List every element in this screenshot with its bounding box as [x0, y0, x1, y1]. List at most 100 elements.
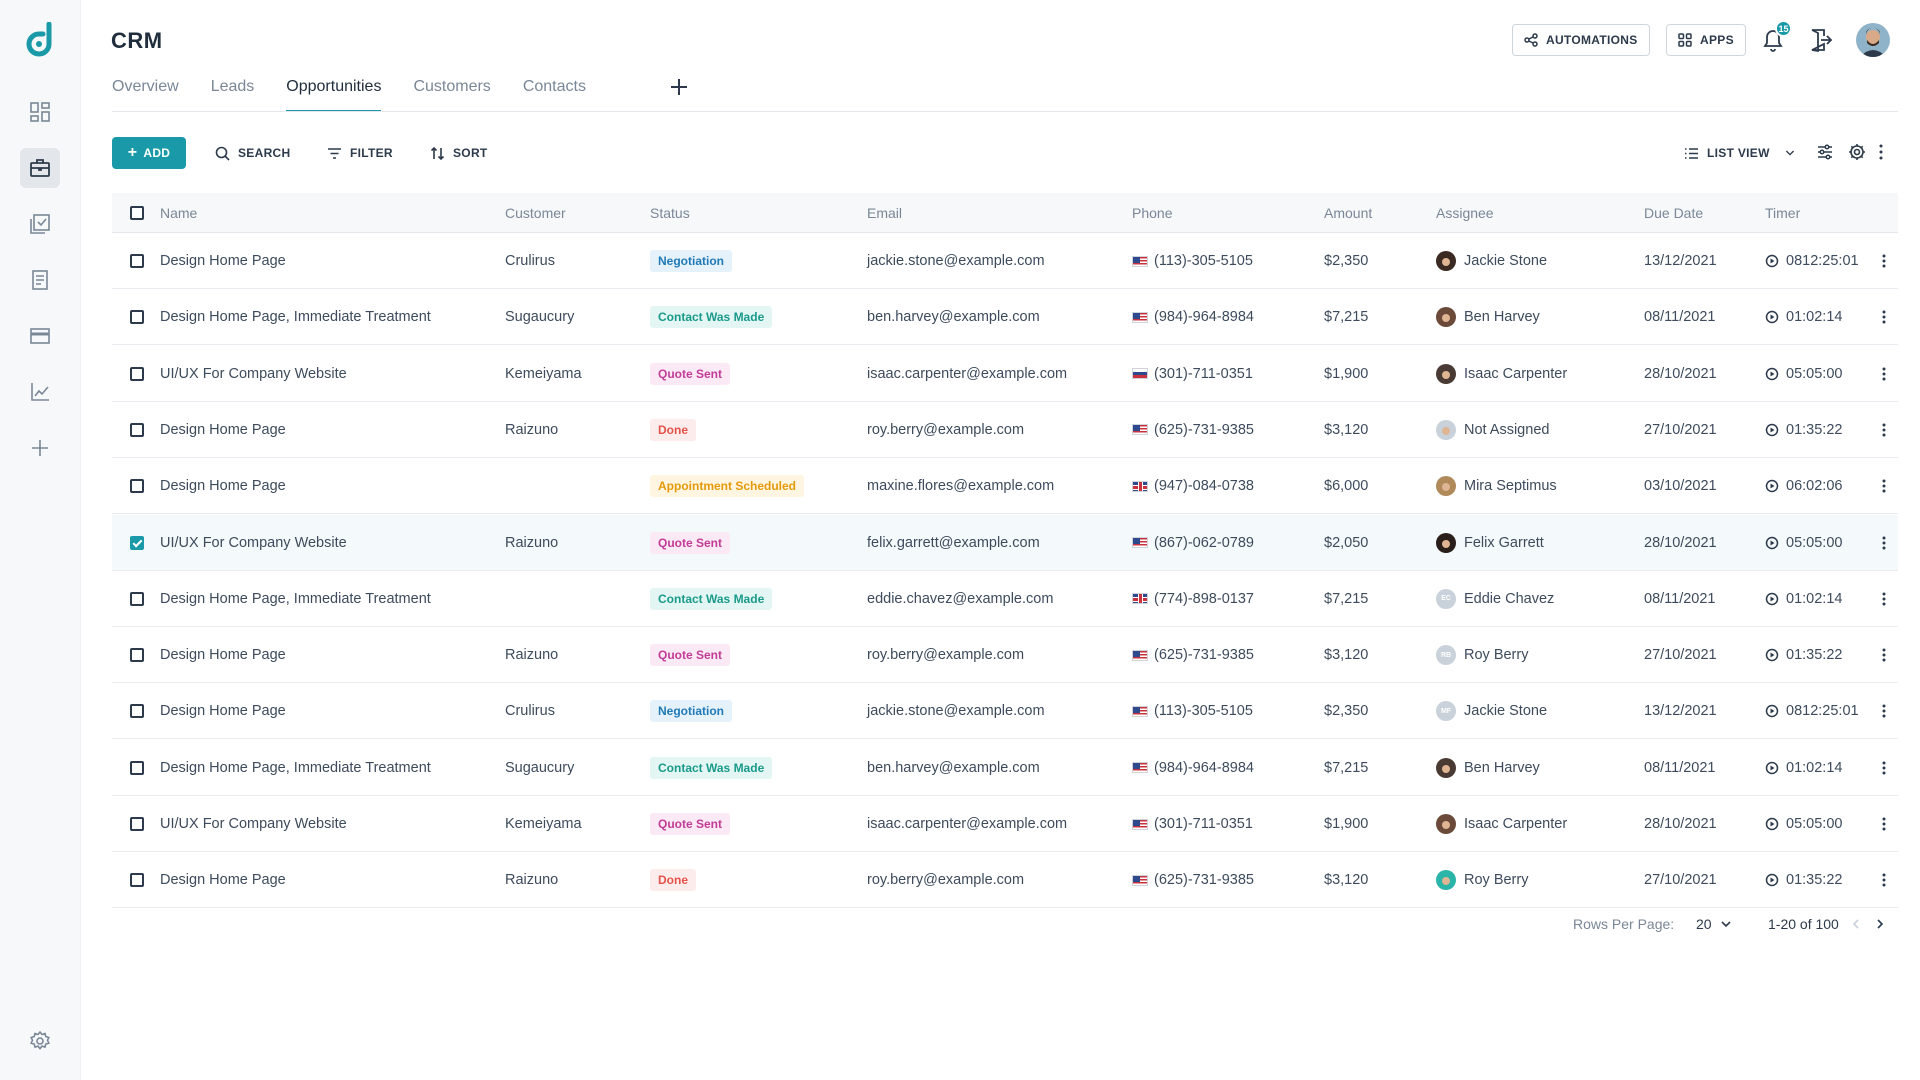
row-checkbox[interactable]: [130, 648, 144, 663]
sort-button[interactable]: SORT: [430, 137, 488, 169]
column-header-timer[interactable]: Timer: [1765, 205, 1801, 221]
automations-button[interactable]: AUTOMATIONS: [1512, 24, 1650, 56]
cell-name[interactable]: Design Home Page: [160, 872, 286, 889]
row-checkbox[interactable]: [130, 817, 144, 831]
row-more-icon[interactable]: [1882, 366, 1886, 382]
play-timer-icon[interactable]: [1765, 817, 1779, 831]
table-row[interactable]: Design Home Page Crulirus Negotiation jacki…: [112, 683, 1898, 740]
cell-name[interactable]: UI/UX For Company Website: [160, 534, 347, 551]
play-timer-icon[interactable]: [1765, 479, 1779, 493]
more-options-icon[interactable]: [1872, 143, 1890, 161]
table-row[interactable]: Design Home Page Raizuno Done roy.berry@exa…: [112, 402, 1898, 458]
tab-overview[interactable]: Overview: [112, 78, 179, 95]
play-timer-icon[interactable]: [1765, 761, 1779, 775]
table-row[interactable]: UI/UX For Company Website Raizuno Quote Se…: [112, 514, 1898, 571]
row-checkbox[interactable]: [130, 366, 144, 381]
row-checkbox[interactable]: [130, 760, 144, 775]
column-header-email[interactable]: Email: [867, 205, 903, 221]
column-header-phone[interactable]: Phone: [1132, 205, 1173, 221]
tab-customers[interactable]: Customers: [413, 78, 491, 95]
chevron-left-icon[interactable]: [1850, 918, 1862, 930]
row-more-icon[interactable]: [1882, 872, 1886, 888]
user-avatar[interactable]: [1856, 23, 1890, 57]
view-selector[interactable]: LIST VIEW: [1684, 137, 1796, 169]
play-timer-icon[interactable]: [1765, 423, 1779, 437]
cell-name[interactable]: Design Home Page, Immediate Treatment: [160, 309, 431, 326]
add-button[interactable]: + ADD: [112, 137, 186, 169]
row-more-icon[interactable]: [1882, 478, 1886, 494]
sidebar-item-add[interactable]: [20, 428, 60, 468]
sidebar-item-settings[interactable]: [20, 1021, 60, 1061]
sidebar-item-crm[interactable]: [20, 148, 60, 188]
search-button[interactable]: SEARCH: [215, 137, 290, 169]
logout-icon[interactable]: [1808, 27, 1834, 53]
cell-name[interactable]: Design Home Page: [160, 421, 286, 438]
play-timer-icon[interactable]: [1765, 367, 1779, 381]
column-header-customer[interactable]: Customer: [505, 205, 566, 221]
filter-button[interactable]: FILTER: [327, 137, 393, 169]
row-more-icon[interactable]: [1882, 591, 1886, 607]
play-timer-icon[interactable]: [1765, 310, 1779, 324]
column-header-status[interactable]: Status: [650, 205, 690, 221]
row-more-icon[interactable]: [1882, 253, 1886, 269]
cell-name[interactable]: Design Home Page: [160, 647, 286, 664]
row-checkbox[interactable]: [130, 704, 144, 719]
row-checkbox[interactable]: [130, 535, 144, 550]
table-row[interactable]: UI/UX For Company Website Kemeiyama Quote …: [112, 346, 1898, 402]
cell-name[interactable]: Design Home Page, Immediate Treatment: [160, 590, 431, 607]
sidebar-item-documents[interactable]: [20, 260, 60, 300]
row-checkbox[interactable]: [130, 591, 144, 606]
table-row[interactable]: Design Home Page, Immediate Treatment Con…: [112, 571, 1898, 627]
table-row[interactable]: Design Home Page Crulirus Negotiation jacki…: [112, 233, 1898, 289]
row-more-icon[interactable]: [1882, 760, 1886, 776]
add-tab-icon[interactable]: [668, 76, 690, 98]
row-more-icon[interactable]: [1882, 309, 1886, 325]
row-more-icon[interactable]: [1882, 816, 1886, 832]
sidebar-item-reports[interactable]: [20, 372, 60, 412]
play-timer-icon[interactable]: [1765, 592, 1779, 606]
sidebar-item-billing[interactable]: [20, 316, 60, 356]
column-header-amount[interactable]: Amount: [1324, 205, 1373, 221]
table-row[interactable]: Design Home Page Raizuno Done roy.berry@exa…: [112, 852, 1898, 909]
table-row[interactable]: Design Home Page, Immediate Treatment Sug…: [112, 289, 1898, 346]
row-more-icon[interactable]: [1882, 703, 1886, 719]
tab-contacts[interactable]: Contacts: [522, 78, 586, 95]
tab-opportunities[interactable]: Opportunities: [286, 78, 382, 112]
cell-name[interactable]: Design Home Page: [160, 478, 286, 495]
sidebar-item-tasks[interactable]: [20, 204, 60, 244]
select-all-checkbox[interactable]: [130, 206, 144, 220]
play-timer-icon[interactable]: [1765, 536, 1779, 550]
table-row[interactable]: Design Home Page Raizuno Quote Sent roy.ber…: [112, 627, 1898, 684]
cell-name[interactable]: UI/UX For Company Website: [160, 816, 347, 832]
column-header-assignee[interactable]: Assignee: [1436, 205, 1494, 221]
row-more-icon[interactable]: [1882, 535, 1886, 551]
play-timer-icon[interactable]: [1765, 254, 1779, 268]
table-row[interactable]: UI/UX For Company Website Kemeiyama Quote …: [112, 796, 1898, 852]
sidebar-item-dashboard[interactable]: [20, 92, 60, 132]
app-logo-icon[interactable]: [25, 22, 57, 58]
adjust-columns-icon[interactable]: [1816, 143, 1834, 161]
play-timer-icon[interactable]: [1765, 873, 1779, 887]
column-header-name[interactable]: Name: [160, 205, 198, 221]
row-checkbox[interactable]: [130, 479, 144, 494]
chevron-right-icon[interactable]: [1874, 918, 1886, 930]
column-header-due-date[interactable]: Due Date: [1644, 205, 1704, 221]
rows-per-page-select[interactable]: 20: [1696, 912, 1732, 936]
row-more-icon[interactable]: [1882, 647, 1886, 663]
cell-name[interactable]: Design Home Page: [160, 253, 286, 269]
cell-name[interactable]: Design Home Page: [160, 703, 286, 720]
bell-icon[interactable]: [1760, 26, 1786, 54]
row-checkbox[interactable]: [130, 422, 144, 437]
play-timer-icon[interactable]: [1765, 704, 1779, 718]
cell-name[interactable]: UI/UX For Company Website: [160, 365, 347, 382]
row-checkbox[interactable]: [130, 254, 144, 268]
play-timer-icon[interactable]: [1765, 648, 1779, 662]
gear-icon[interactable]: [1848, 143, 1866, 161]
row-checkbox[interactable]: [130, 873, 144, 888]
tab-leads[interactable]: Leads: [210, 78, 255, 95]
cell-name[interactable]: Design Home Page, Immediate Treatment: [160, 759, 431, 776]
apps-button[interactable]: APPS: [1666, 24, 1746, 56]
table-row[interactable]: Design Home Page Appointment Scheduled max…: [112, 458, 1898, 515]
table-row[interactable]: Design Home Page, Immediate Treatment Sug…: [112, 740, 1898, 796]
row-more-icon[interactable]: [1882, 422, 1886, 438]
